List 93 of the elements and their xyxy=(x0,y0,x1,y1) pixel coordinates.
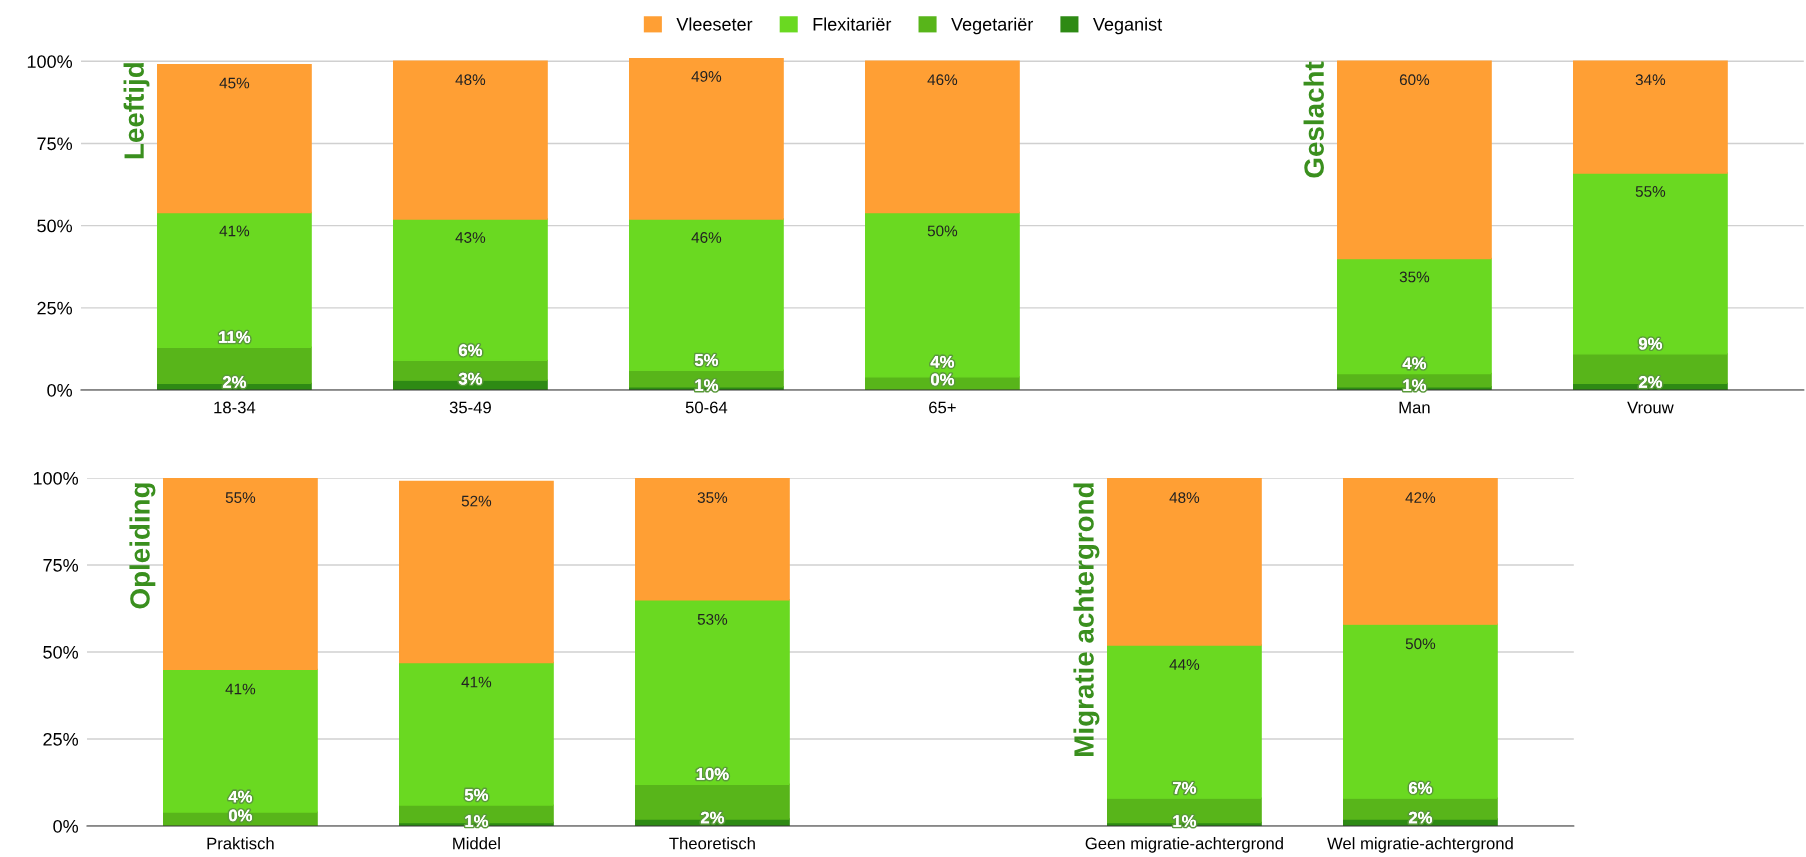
y-tick-label: 50% xyxy=(43,645,79,659)
data-label: 4% xyxy=(1402,357,1427,370)
bar xyxy=(635,599,790,785)
legend-label: Vleeseter xyxy=(676,17,753,31)
data-label: 1% xyxy=(1173,815,1197,827)
data-label: 2% xyxy=(222,376,247,388)
data-label: 46% xyxy=(927,74,958,86)
bar xyxy=(157,63,312,214)
data-label: 52% xyxy=(461,495,492,507)
data-label: 48% xyxy=(1169,492,1200,503)
x-tick-label: Theoretisch xyxy=(669,837,755,850)
data-label: 53% xyxy=(697,613,728,625)
data-label: 2% xyxy=(1638,376,1663,388)
bar xyxy=(629,58,784,220)
x-tick-label: 18-34 xyxy=(214,401,256,414)
bar xyxy=(629,218,784,371)
y-tick-label: 100% xyxy=(27,55,73,69)
annotation: Migratie achtergrond xyxy=(1073,483,1100,756)
data-label: 9% xyxy=(1638,337,1663,350)
data-label: 55% xyxy=(225,492,256,503)
data-label: 35% xyxy=(1399,271,1430,283)
data-label: 11% xyxy=(219,331,251,343)
data-label: 2% xyxy=(1408,811,1433,824)
y-tick-label: 50% xyxy=(37,219,73,233)
y-tick-label: 100% xyxy=(33,471,79,485)
data-label: 2% xyxy=(700,811,725,824)
data-label: 48% xyxy=(455,74,486,86)
x-tick-label: 35-49 xyxy=(449,401,491,414)
annotation: Geslacht xyxy=(1303,61,1324,178)
data-label: 5% xyxy=(464,789,489,801)
data-label: 1% xyxy=(695,379,719,392)
y-tick-label: 0% xyxy=(53,819,79,833)
data-label: 41% xyxy=(219,225,250,237)
data-label: 43% xyxy=(455,232,486,243)
legend-label: Flexitariër xyxy=(813,17,892,31)
data-label: 49% xyxy=(691,71,722,82)
data-label: 0% xyxy=(229,809,253,822)
bar xyxy=(1343,478,1498,625)
x-tick-label: 50-64 xyxy=(685,401,728,414)
data-label: 1% xyxy=(465,815,489,827)
y-tick-label: 0% xyxy=(47,383,73,397)
x-tick-label: Praktisch xyxy=(207,837,274,850)
data-label: 50% xyxy=(1405,638,1436,650)
x-tick-label: Middel xyxy=(453,837,500,850)
bar xyxy=(1337,60,1492,260)
bar xyxy=(163,478,318,671)
data-label: 4% xyxy=(228,790,253,803)
data-label: 41% xyxy=(225,683,256,695)
data-label: 0% xyxy=(931,373,955,386)
x-tick-label: Man xyxy=(1399,401,1430,414)
x-tick-label: Geen migratie-achtergrond xyxy=(1085,837,1283,853)
data-label: 7% xyxy=(1173,782,1197,794)
x-tick-label: Vrouw xyxy=(1627,401,1674,414)
data-label: 60% xyxy=(1399,74,1430,86)
bar xyxy=(157,211,312,348)
data-label: 45% xyxy=(219,77,250,89)
data-label: 6% xyxy=(1408,782,1433,794)
data-label: 42% xyxy=(1405,492,1436,503)
data-label: 6% xyxy=(458,344,483,357)
data-label: 3% xyxy=(458,372,483,385)
data-label: 34% xyxy=(1635,74,1666,86)
bar xyxy=(1573,60,1728,174)
bar xyxy=(1343,623,1498,799)
bar xyxy=(1107,478,1262,646)
data-label: 41% xyxy=(461,676,492,688)
bar xyxy=(1337,257,1492,375)
bar xyxy=(393,60,548,220)
legend-label: Vegetariër xyxy=(951,17,1034,35)
bar xyxy=(865,60,1020,214)
y-tick-label: 75% xyxy=(37,137,73,151)
y-tick-label: 25% xyxy=(37,301,73,315)
bar xyxy=(1107,644,1262,799)
data-label: 5% xyxy=(694,354,719,366)
annotation: Leeftijd xyxy=(123,63,150,159)
y-tick-label: 25% xyxy=(43,732,79,746)
legend-label: Veganist xyxy=(1092,17,1163,35)
x-tick-label: Wel migratie-achtergrond xyxy=(1327,837,1513,853)
data-label: 44% xyxy=(1169,659,1200,670)
data-label: 1% xyxy=(1403,379,1427,392)
data-label: 55% xyxy=(1635,186,1666,197)
bar xyxy=(393,218,548,362)
y-tick-label: 75% xyxy=(43,559,79,572)
bar xyxy=(399,480,554,664)
data-label: 10% xyxy=(696,768,729,780)
data-label: 46% xyxy=(691,232,722,243)
data-label: 50% xyxy=(927,225,958,237)
x-tick-label: 65+ xyxy=(929,401,956,414)
bar xyxy=(399,661,554,806)
bar xyxy=(635,478,790,601)
data-label: 4% xyxy=(930,355,955,368)
data-label: 35% xyxy=(697,492,728,503)
annotation: Opleiding xyxy=(129,483,156,609)
bar xyxy=(1573,172,1728,355)
